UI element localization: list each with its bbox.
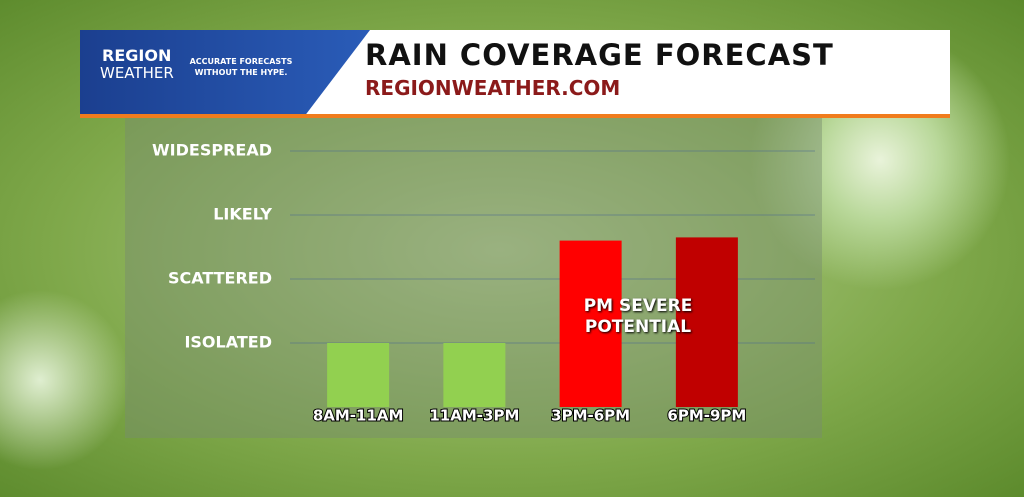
bar <box>559 240 622 407</box>
y-tick-label: WIDESPREAD <box>152 141 272 160</box>
x-tick-label: 11AM-3PM <box>429 407 519 425</box>
brand-tagline: ACCURATE FORECASTS WITHOUT THE HYPE. <box>189 57 293 77</box>
brand-name: WEATHER <box>100 64 174 82</box>
chart-title: RAIN COVERAGE FORECAST <box>365 38 834 72</box>
y-tick-label: ISOLATED <box>184 333 272 352</box>
y-tick-label: SCATTERED <box>168 269 272 288</box>
x-tick-label: 8AM-11AM <box>313 407 404 425</box>
bar <box>443 343 506 407</box>
y-tick-label: LIKELY <box>213 205 272 224</box>
annotation: PM SEVERE POTENTIAL <box>583 296 693 337</box>
bar <box>327 343 390 407</box>
x-tick-label: 6PM-9PM <box>667 407 746 425</box>
header: REGION WEATHER ACCURATE FORECASTS WITHOU… <box>80 30 950 118</box>
brand-name: REGION <box>102 46 172 65</box>
bar <box>675 237 738 407</box>
x-tick-label: 3PM-6PM <box>551 407 630 425</box>
chart-subtitle: REGIONWEATHER.COM <box>365 76 621 100</box>
